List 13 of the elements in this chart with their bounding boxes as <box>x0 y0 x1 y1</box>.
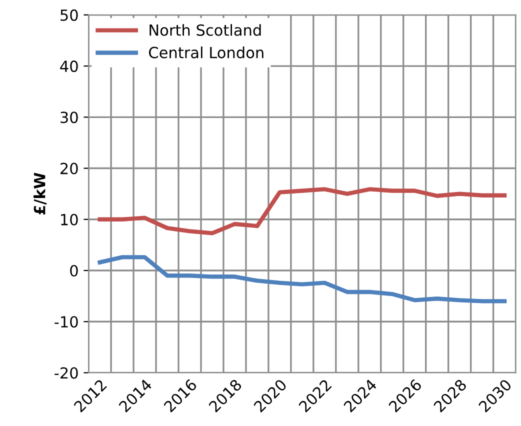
y-tick-label: -20 <box>54 367 78 379</box>
legend-label: North Scotland <box>150 24 261 36</box>
y-tick-label: 30 <box>60 112 78 124</box>
line-series <box>98 255 507 304</box>
y-tick-label: 40 <box>60 60 78 72</box>
line-series <box>98 187 507 236</box>
y-tick-label: -10 <box>54 316 78 328</box>
y-tick-label: 10 <box>61 214 78 226</box>
y-axis-title: £/kW <box>34 172 47 215</box>
y-tick-label: 50 <box>60 9 78 21</box>
legend-label: Central London <box>149 46 264 58</box>
y-tick-label: 0 <box>70 264 78 277</box>
y-tick-label: 20 <box>60 162 78 174</box>
